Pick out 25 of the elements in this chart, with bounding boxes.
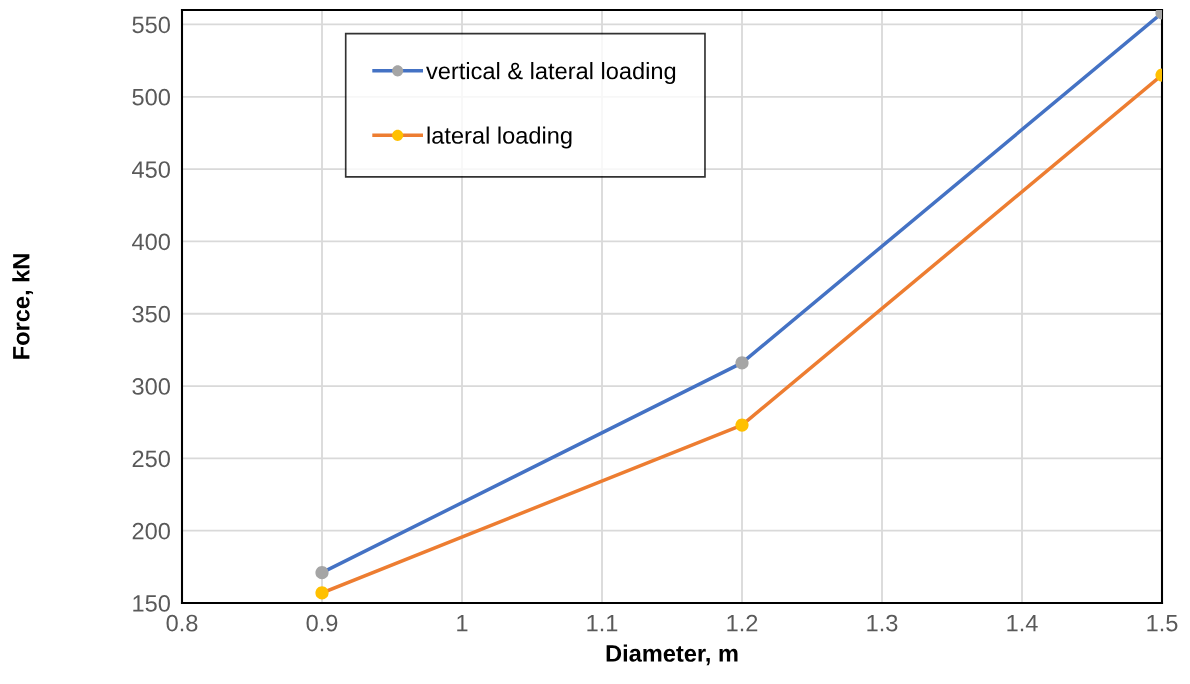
x-axis-title: Diameter, m [606, 644, 738, 666]
y-tick-label: 250 [132, 450, 170, 468]
point [315, 586, 329, 600]
x-tick-label: 0.8 [166, 614, 198, 632]
x-tick-label: 0.9 [306, 614, 338, 632]
x-tick-label: 1.1 [587, 614, 618, 632]
x-tick-label: 1.4 [1007, 614, 1038, 632]
y-tick-label: 150 [133, 595, 170, 612]
x-tick-label: 1.2 [727, 614, 758, 632]
y-axis-title: Force, kN [12, 254, 34, 359]
y-tick-label: 300 [132, 378, 170, 395]
point [315, 566, 329, 580]
legend-label: vertical & lateral loading [426, 62, 676, 85]
y-tick-label: 550 [132, 16, 170, 34]
point [735, 356, 749, 370]
y-tick-label: 500 [132, 88, 170, 106]
y-tick-label: 350 [132, 305, 170, 323]
x-tick-label: 1.3 [867, 614, 898, 632]
y-tick-label: 400 [132, 233, 170, 251]
point [735, 418, 749, 432]
x-tick-label: 1.5 [1147, 614, 1178, 632]
y-tick-label: 200 [132, 522, 170, 540]
x-tick-label: 1 [457, 614, 468, 632]
y-tick-label: 450 [132, 161, 170, 178]
legend-label: lateral loading [427, 126, 572, 149]
